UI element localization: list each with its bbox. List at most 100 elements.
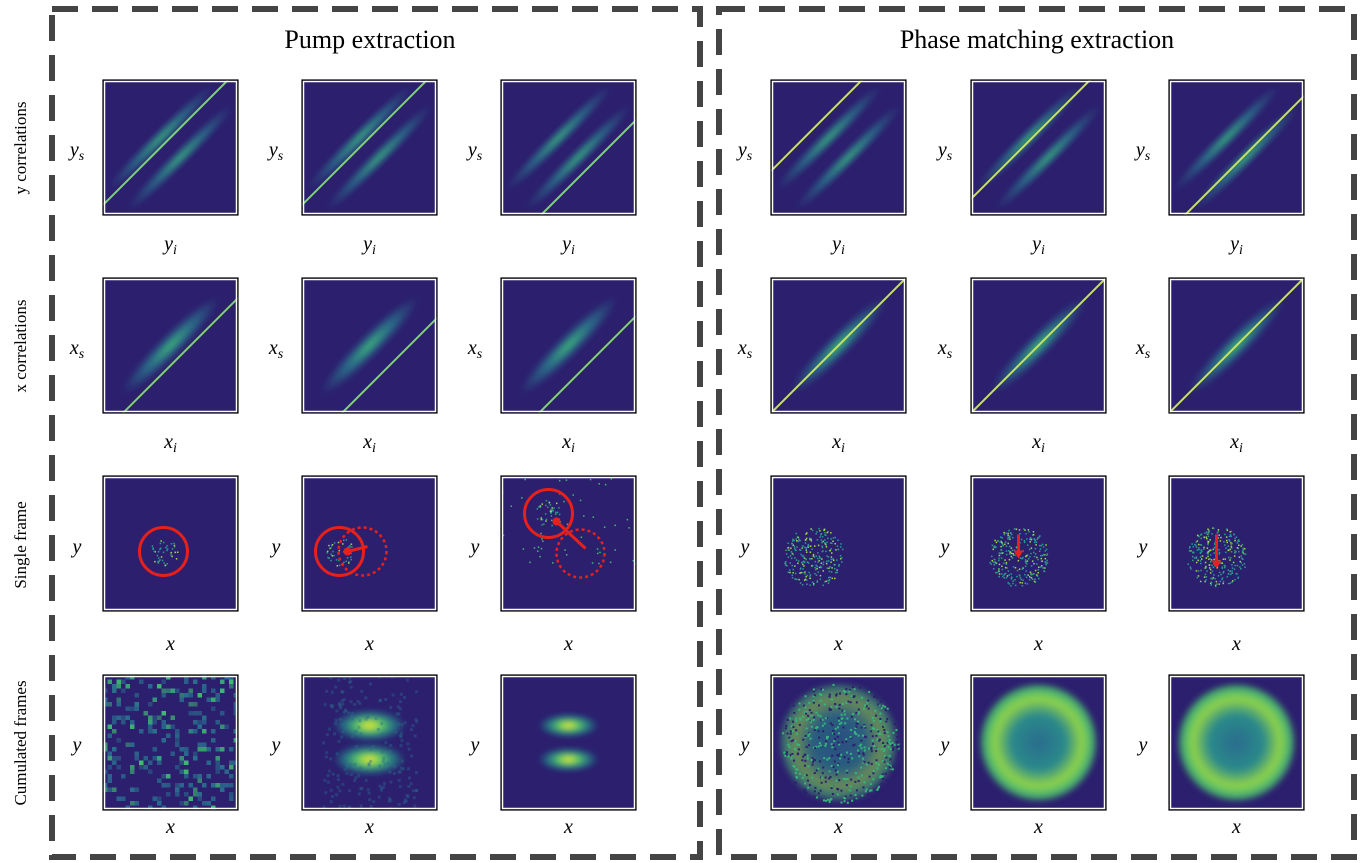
photon: [1002, 552, 1004, 554]
pixel: [891, 742, 893, 744]
photon: [1009, 574, 1011, 576]
photon: [1038, 572, 1040, 574]
photon: [1047, 562, 1049, 564]
pixel: [789, 718, 791, 720]
photon: [1046, 560, 1048, 562]
pixel: [826, 759, 828, 761]
photon: [823, 570, 825, 572]
photon: [786, 565, 788, 567]
axis-label: y: [739, 536, 750, 558]
pixel: [189, 702, 194, 707]
pixel: [380, 722, 383, 725]
pixel: [876, 697, 878, 699]
axis-label: y: [270, 734, 281, 756]
pixel: [852, 686, 854, 688]
pixel: [148, 702, 153, 707]
photon: [820, 575, 822, 577]
pixel: [360, 787, 363, 790]
pixel: [875, 735, 877, 737]
photon: [825, 534, 827, 536]
photon: [1225, 552, 1227, 554]
photon: [1006, 546, 1008, 548]
photon: [820, 578, 822, 580]
pixel: [809, 709, 811, 711]
photon: [1228, 569, 1230, 571]
panel-bg: [501, 476, 636, 611]
photon: [805, 539, 807, 541]
photon: [557, 512, 559, 513]
photon: [1213, 559, 1215, 561]
pixel: [864, 781, 866, 783]
pixel: [884, 706, 886, 708]
pixel: [878, 763, 880, 765]
panel: [501, 60, 696, 235]
pixel: [837, 726, 839, 728]
pixel: [860, 740, 862, 742]
pixel: [839, 704, 841, 706]
photon: [994, 540, 996, 542]
pixel: [202, 783, 207, 788]
pixel: [835, 728, 837, 730]
pixel: [378, 796, 381, 799]
pixel: [875, 762, 877, 764]
pixel: [153, 747, 158, 752]
photon: [824, 529, 826, 531]
photon: [1238, 544, 1240, 546]
pixel: [816, 726, 818, 728]
pixel: [865, 790, 867, 792]
photon: [1019, 533, 1021, 535]
pixel: [785, 725, 787, 727]
panel: [501, 675, 636, 810]
pixel: [859, 687, 861, 689]
photon: [154, 551, 156, 553]
photon: [809, 538, 811, 540]
photon: [1032, 579, 1034, 581]
photon: [808, 544, 810, 546]
photon: [796, 579, 798, 581]
photon: [538, 546, 540, 548]
photon: [999, 555, 1001, 557]
photon: [800, 554, 802, 556]
photon: [566, 479, 568, 481]
photon: [1040, 555, 1042, 557]
pixel: [166, 774, 171, 779]
photon: [1027, 583, 1029, 585]
pixel: [844, 797, 846, 799]
photon: [540, 533, 542, 535]
photon: [1019, 575, 1021, 577]
pixel: [225, 770, 230, 775]
pixel: [843, 778, 845, 780]
photon: [581, 537, 583, 539]
pixel: [851, 695, 853, 697]
pixel: [886, 718, 888, 720]
pixel: [399, 700, 402, 703]
pixel: [784, 755, 786, 757]
pixel: [153, 720, 158, 725]
photon: [1224, 567, 1226, 569]
photon: [840, 546, 842, 548]
photon: [1044, 567, 1046, 569]
lobe: [539, 748, 599, 772]
pixel: [343, 698, 346, 701]
photon: [1011, 573, 1013, 575]
photon: [809, 558, 811, 560]
pixel: [869, 794, 871, 796]
pixel: [851, 800, 853, 802]
photon: [1244, 548, 1246, 550]
photon: [542, 503, 544, 505]
photon: [1006, 577, 1008, 579]
photon: [1026, 538, 1028, 540]
photon: [792, 569, 794, 571]
pixel: [198, 747, 203, 752]
photon: [1198, 544, 1200, 546]
photon: [998, 571, 1000, 573]
pixel: [855, 712, 857, 714]
photon: [795, 550, 797, 552]
photon: [1020, 557, 1022, 559]
pixel: [814, 694, 816, 696]
pixel: [861, 795, 863, 797]
pixel: [401, 723, 404, 726]
arrow-head: [344, 548, 352, 556]
pixel: [229, 765, 234, 770]
pixel: [795, 718, 797, 720]
